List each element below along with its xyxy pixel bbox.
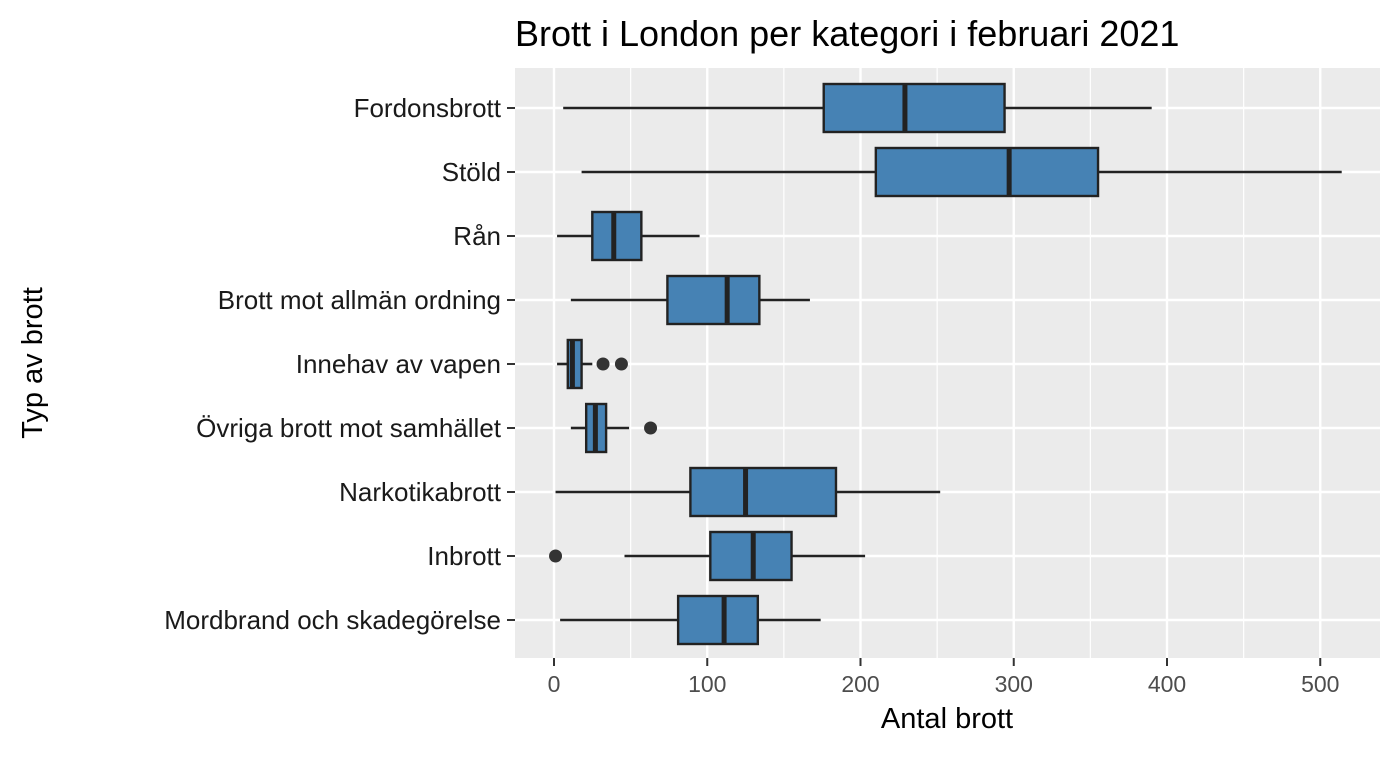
y-tick-label: Fordonsbrott: [354, 93, 502, 123]
box-7: [549, 530, 866, 582]
x-tick-label: 200: [841, 671, 879, 697]
y-axis-title: Typ av brott: [17, 287, 49, 439]
box-6: [555, 466, 941, 518]
outlier-point: [596, 357, 610, 371]
x-tick-label: 100: [688, 671, 726, 697]
x-axis-title: Antal brott: [881, 703, 1013, 735]
y-tick-label: Inbrott: [427, 541, 501, 571]
y-tick-label: Övriga brott mot samhället: [196, 413, 502, 443]
y-tick-label: Stöld: [442, 157, 501, 187]
box-marks: [549, 82, 1342, 646]
box-iqr: [689, 466, 838, 518]
box-1: [581, 146, 1342, 198]
box-2: [557, 210, 700, 262]
x-tick-label: 500: [1301, 671, 1339, 697]
box-iqr: [676, 594, 760, 646]
outlier-point: [644, 421, 658, 435]
x-tick-label: 0: [548, 671, 561, 697]
x-tick-label: 400: [1148, 671, 1186, 697]
box-5: [570, 402, 658, 454]
box-3: [570, 274, 810, 326]
box-iqr: [666, 274, 761, 326]
box-8: [560, 594, 821, 646]
chart-title: Brott i London per kategori i februari 2…: [515, 13, 1179, 54]
box-iqr: [874, 146, 1100, 198]
box-iqr: [591, 210, 643, 262]
axes: Fordonsbrott Stöld Rån Brott mot allmän ord…: [164, 93, 1339, 697]
y-tick-label: Innehav av vapen: [296, 349, 501, 379]
y-tick-label: Mordbrand och skadegörelse: [164, 605, 501, 635]
outlier-point: [614, 357, 628, 371]
box-0: [563, 82, 1152, 134]
outlier-point: [549, 549, 563, 563]
y-tick-label: Narkotikabrott: [339, 477, 502, 507]
box-4: [557, 338, 628, 390]
y-tick-label: Rån: [453, 221, 501, 251]
y-tick-label: Brott mot allmän ordning: [218, 285, 501, 315]
box-iqr: [822, 82, 1006, 134]
x-tick-label: 300: [995, 671, 1033, 697]
